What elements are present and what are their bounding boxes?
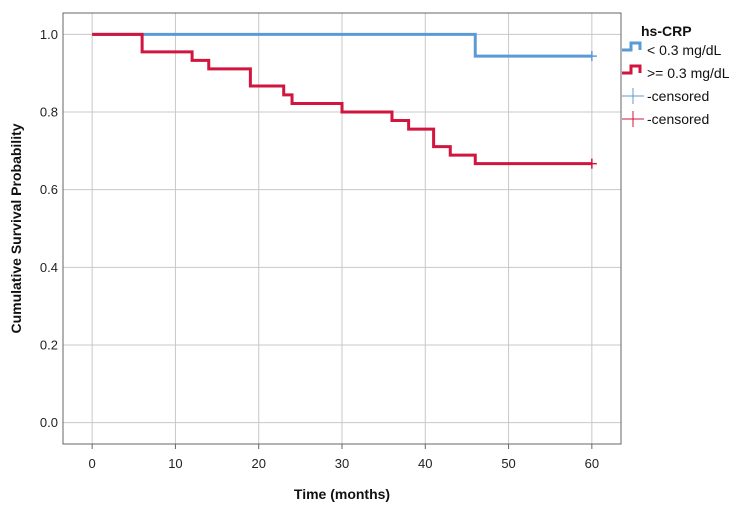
legend-item: -censored <box>622 88 709 104</box>
legend-label: >= 0.3 mg/dL <box>647 65 730 81</box>
legend-swatch <box>622 64 642 75</box>
x-tick-label: 30 <box>335 456 349 471</box>
x-tick-label: 0 <box>89 456 96 471</box>
y-tick-label: 0.2 <box>40 337 58 352</box>
series-group <box>92 32 597 169</box>
legend-title: hs-CRP <box>641 23 692 39</box>
x-axis-title: Time (months) <box>294 486 390 502</box>
legend-label: -censored <box>647 88 709 104</box>
y-tick-label: 0.0 <box>40 415 58 430</box>
y-tick-label: 1.0 <box>40 27 58 42</box>
legend-label: -censored <box>647 111 709 127</box>
y-axis-title: Cumulative Survival Probability <box>8 123 24 333</box>
axis-ticks: 0.0 0.2 0.4 0.6 0.8 1.0 0 10 20 30 40 50 60 <box>40 27 599 471</box>
legend: hs-CRP < 0.3 mg/dL >= 0.3 mg/dL -censored -… <box>622 23 730 127</box>
x-tick-label: 60 <box>585 456 599 471</box>
legend-item: -censored <box>622 111 709 127</box>
legend-label: < 0.3 mg/dL <box>647 42 722 58</box>
y-tick-label: 0.4 <box>40 260 58 275</box>
y-tick-label: 0.8 <box>40 105 58 120</box>
legend-item: >= 0.3 mg/dL <box>622 64 730 81</box>
legend-item: < 0.3 mg/dL <box>622 41 722 58</box>
y-tick-label: 0.6 <box>40 182 58 197</box>
series-line-1 <box>92 32 592 58</box>
x-tick-label: 20 <box>251 456 265 471</box>
legend-swatch <box>622 41 642 52</box>
series-line-2 <box>92 32 592 166</box>
x-tick-label: 50 <box>501 456 515 471</box>
x-tick-label: 40 <box>418 456 432 471</box>
grid-lines <box>63 13 621 444</box>
x-tick-label: 10 <box>168 456 182 471</box>
